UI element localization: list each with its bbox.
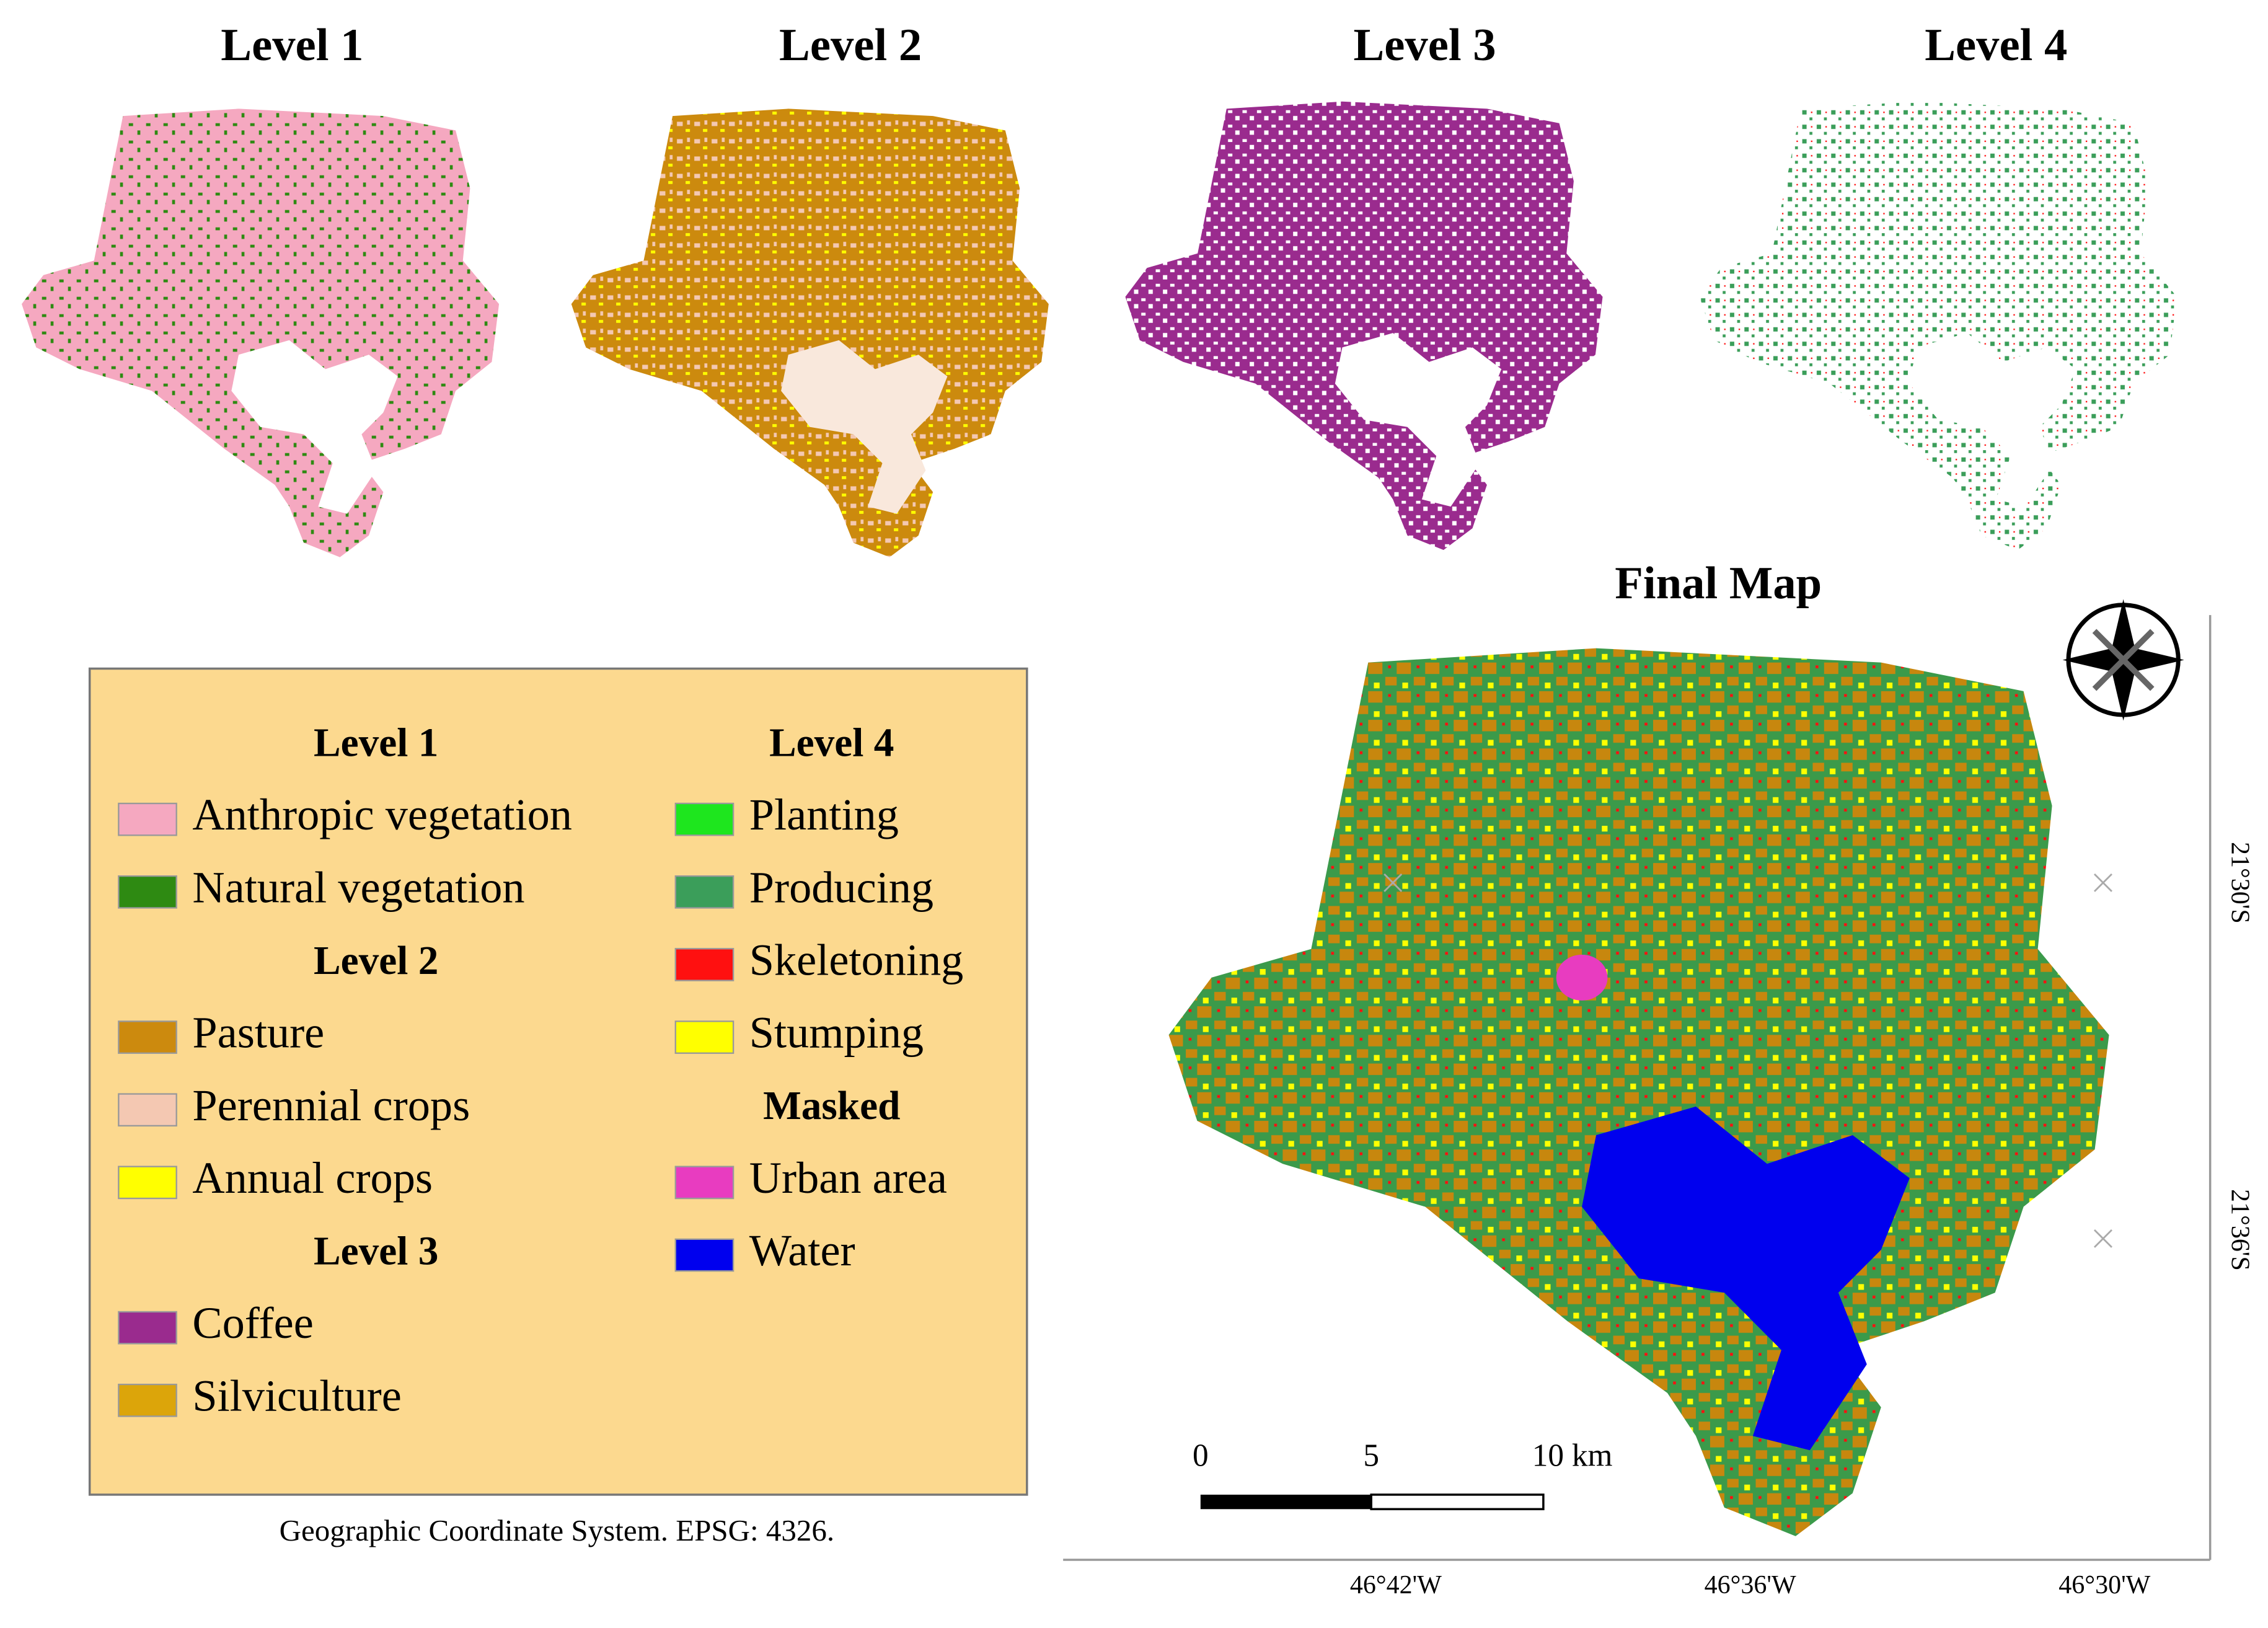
legend-swatch [118, 1166, 177, 1200]
map-level-2 [571, 108, 1049, 557]
final-map-title: Final Map [1615, 557, 1822, 609]
legend-swatch [118, 1093, 177, 1127]
labels: Level 1 Level 2 Level 3 Level 4 Final Map 0 5 1… [221, 19, 2254, 1599]
legend-label: Natural vegetation [192, 862, 524, 912]
legend-label: Skeletoning [749, 936, 964, 985]
legend-swatch [674, 802, 735, 836]
legend-swatch [118, 1020, 177, 1054]
lon-label: 46°30'W [2058, 1571, 2150, 1599]
lat-label: 21°30'S [2225, 842, 2254, 924]
legend-label: Perennial crops [192, 1081, 470, 1130]
legend-label: Producing [749, 862, 933, 912]
panel-title: Level 2 [779, 19, 922, 71]
legend-label: Stumping [749, 1008, 924, 1058]
footnote: Geographic Coordinate System. EPSG: 4326… [280, 1513, 835, 1547]
scale-bar [1200, 1493, 1545, 1511]
lon-label: 46°42'W [1350, 1571, 1442, 1599]
scale-label: 10 km [1532, 1438, 1613, 1473]
legend-swatch [118, 1383, 177, 1417]
legend-swatch [118, 875, 177, 909]
legend-label: Anthropic vegetation [192, 790, 572, 839]
map-level-1 [22, 108, 500, 557]
legend: Level 1 Anthropic vegetation Natural veget… [118, 720, 963, 1420]
panel-title: Level 3 [1353, 19, 1496, 71]
legend-label: Coffee [192, 1298, 313, 1348]
legend-label: Annual crops [192, 1153, 433, 1203]
legend-swatch [674, 875, 735, 909]
lon-label: 46°36'W [1705, 1571, 1796, 1599]
legend-group-title: Level 2 [314, 939, 438, 983]
legend-label: Silviculture [192, 1371, 401, 1420]
legend-group-title: Level 3 [314, 1229, 438, 1273]
north-arrow [2062, 599, 2184, 721]
legend-label: Urban area [749, 1153, 947, 1203]
legend-label: Pasture [192, 1008, 324, 1058]
panel-title: Level 4 [1925, 19, 2067, 71]
scale-label: 5 [1363, 1438, 1379, 1473]
lat-label: 21°36'S [2225, 1189, 2254, 1271]
legend-label: Water [749, 1226, 855, 1275]
legend-group-title: Level 4 [769, 720, 894, 765]
legend-swatch [118, 1311, 177, 1345]
legend-swatch [118, 802, 177, 836]
legend-group-title: Level 1 [314, 720, 438, 765]
final-map [1168, 648, 2109, 1536]
legend-box [88, 667, 1028, 1496]
map-level-4 [1699, 101, 2177, 551]
legend-swatch [674, 1166, 735, 1200]
scale-label: 0 [1193, 1438, 1209, 1473]
legend-swatch [674, 1238, 735, 1272]
legend-label: Planting [749, 790, 899, 839]
legend-group-title: Masked [763, 1084, 900, 1128]
legend-swatch [674, 948, 735, 981]
map-frame [1063, 615, 2212, 1561]
map-level-3 [1125, 101, 1603, 551]
panel-title: Level 1 [221, 19, 363, 71]
grid-crosses [1383, 873, 2112, 1248]
legend-swatch [674, 1020, 735, 1054]
